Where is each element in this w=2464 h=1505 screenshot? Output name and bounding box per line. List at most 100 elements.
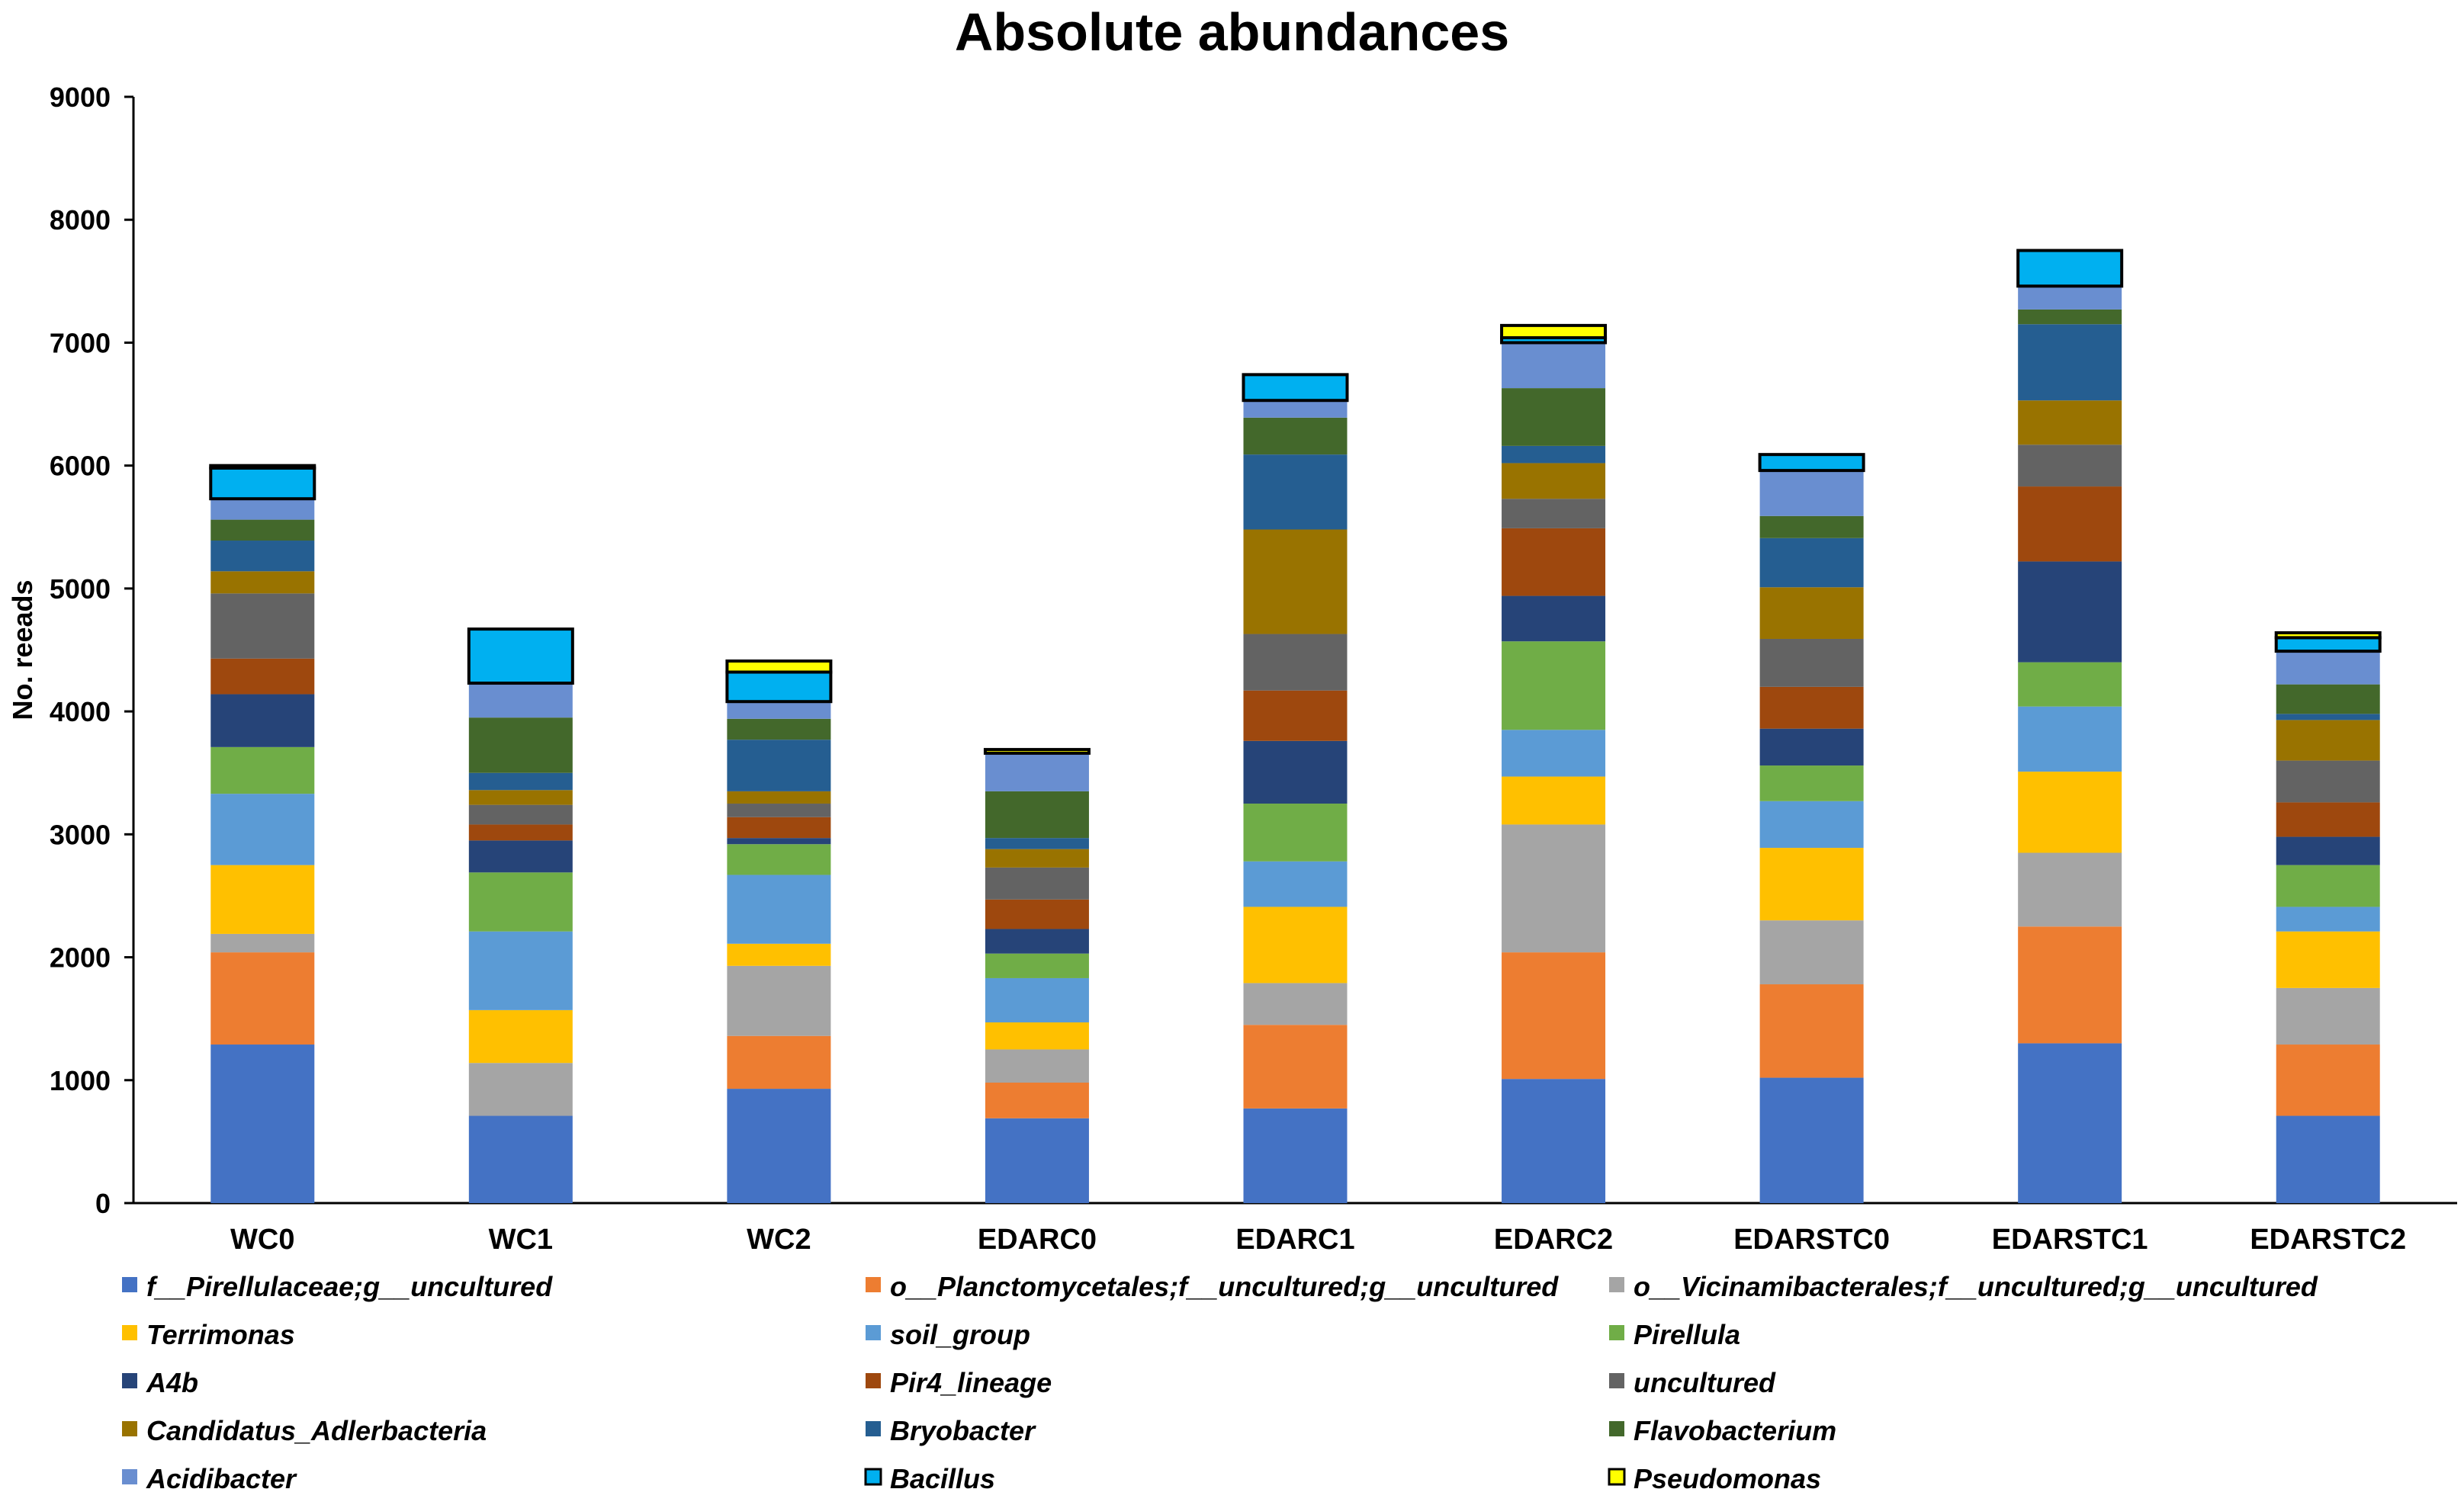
bar-segment: [727, 838, 831, 845]
bar-segment: [1759, 538, 1864, 588]
bar-segment: [210, 794, 315, 865]
bar-stack-EDARC1: [1242, 373, 1349, 1203]
bar-segment: [1759, 515, 1864, 538]
bar-segment: [210, 746, 315, 794]
bar-segment: [985, 867, 1089, 900]
bar-segment: [210, 952, 315, 1045]
y-tick-label: 8000: [50, 204, 111, 236]
bar-segment: [2018, 286, 2122, 310]
bar-segment: [727, 1035, 831, 1089]
y-tick-label: 2000: [50, 942, 111, 974]
y-tick-label: 0: [95, 1188, 111, 1219]
bar-segment: [210, 658, 315, 695]
bar-segment: [210, 519, 315, 541]
bar-segment: [727, 965, 831, 1036]
x-tick-label: WC1: [489, 1224, 553, 1256]
bar-segment: [1502, 463, 1606, 499]
legend: f__Pirellulaceae;g__uncultured o__Plancto…: [122, 1271, 2318, 1494]
bar-stack-EDARSTC1: [2016, 249, 2124, 1203]
bar-segment: [985, 791, 1089, 839]
legend-swatch: [122, 1325, 137, 1340]
bar-segment: [1759, 686, 1864, 729]
legend-label: Terrimonas: [146, 1319, 295, 1350]
y-tick-label: 6000: [50, 451, 111, 482]
legend-label: Candidatus_Adlerbacteria: [146, 1415, 487, 1446]
bar-segment: [985, 1083, 1089, 1118]
legend-swatch: [866, 1325, 881, 1340]
x-tick-label: EDARSTC1: [1992, 1224, 2148, 1256]
bar-segment: [1243, 454, 1348, 530]
bar-segment: [210, 593, 315, 659]
bar-segment: [1759, 801, 1864, 849]
bar-segment: [210, 571, 315, 594]
bar-segment: [2276, 1045, 2380, 1116]
legend-label: soil_group: [890, 1319, 1030, 1350]
bar-segment: [210, 541, 315, 572]
bar-stack-EDARSTC2: [2274, 631, 2382, 1203]
bar-segment: [1502, 1079, 1606, 1203]
bar-segment: [2274, 636, 2382, 653]
bar-segment: [1502, 952, 1606, 1080]
bar-segment: [2276, 720, 2380, 761]
bar-segment: [1243, 1108, 1348, 1203]
x-tick-labels: WC0 WC1 WC2 EDARC0 EDARC1 EDARC2 EDARSTC0 EDARS…: [230, 1224, 2406, 1256]
legend-label: Bryobacter: [890, 1415, 1036, 1446]
bar-segment: [468, 772, 573, 791]
bar-segment: [727, 740, 831, 791]
legend-item: Bryobacter: [866, 1415, 1036, 1446]
bar-segment: [468, 931, 573, 1010]
legend-item: A4b: [122, 1367, 198, 1398]
legend-item: o__Planctomycetales;f__uncultured;g__unc…: [866, 1271, 1559, 1302]
bar-segment: [725, 670, 833, 704]
bar-segment: [1759, 984, 1864, 1078]
bar-segment: [1759, 848, 1864, 921]
bar-segment: [1759, 765, 1864, 801]
bar-segment: [468, 804, 573, 825]
bar-segment: [1502, 499, 1606, 528]
bar-segment: [210, 865, 315, 934]
bar-segment: [210, 1045, 315, 1203]
chart-title: Absolute abundances: [954, 2, 1510, 62]
bar-segment: [468, 790, 573, 805]
bar-segment: [727, 943, 831, 966]
legend-label: f__Pirellulaceae;g__uncultured: [146, 1271, 553, 1302]
legend-swatch: [1609, 1325, 1624, 1340]
legend-item: Flavobacterium: [1609, 1415, 1836, 1446]
bar-segment: [985, 929, 1089, 954]
legend-label: Flavobacterium: [1634, 1415, 1836, 1446]
legend-item: Pseudomonas: [1608, 1463, 1821, 1494]
legend-swatch: [1609, 1421, 1624, 1436]
bar-segment: [1759, 470, 1864, 516]
legend-label: Pir4_lineage: [890, 1367, 1052, 1398]
bar-stack-EDARC0: [983, 748, 1091, 1203]
bar-segment: [727, 718, 831, 740]
x-tick-label: EDARC1: [1235, 1224, 1354, 1256]
bar-segment: [2276, 987, 2380, 1045]
bar-segment: [2018, 324, 2122, 401]
y-tick-label: 7000: [50, 327, 111, 358]
bar-segment: [467, 627, 574, 685]
bar-segment: [1502, 342, 1606, 389]
bar-segment: [727, 791, 831, 804]
bar-segment: [210, 933, 315, 953]
bar-segment: [1243, 1025, 1348, 1109]
bar-segment: [2276, 651, 2380, 685]
bar-segment: [1759, 1077, 1864, 1203]
bar-segment: [727, 804, 831, 817]
bar-segment: [2276, 714, 2380, 720]
bar-segment: [468, 683, 573, 718]
bar-segment: [1502, 776, 1606, 825]
bar-segment: [210, 694, 315, 747]
legend-swatch: [122, 1469, 137, 1484]
legend-swatch: [866, 1373, 881, 1388]
bar-segment: [2018, 772, 2122, 853]
x-tick-label: EDARSTC0: [1733, 1224, 1890, 1256]
bar-stack-EDARC2: [1500, 323, 1608, 1203]
legend-item: Bacillus: [864, 1463, 995, 1494]
legend-swatch: [1609, 1373, 1624, 1388]
bar-segment: [1243, 804, 1348, 862]
bar-segment: [1758, 453, 1865, 473]
legend-label: o__Planctomycetales;f__uncultured;g__unc…: [890, 1271, 1559, 1302]
legend-label: Pirellula: [1634, 1319, 1740, 1350]
bar-segment: [1502, 641, 1606, 730]
